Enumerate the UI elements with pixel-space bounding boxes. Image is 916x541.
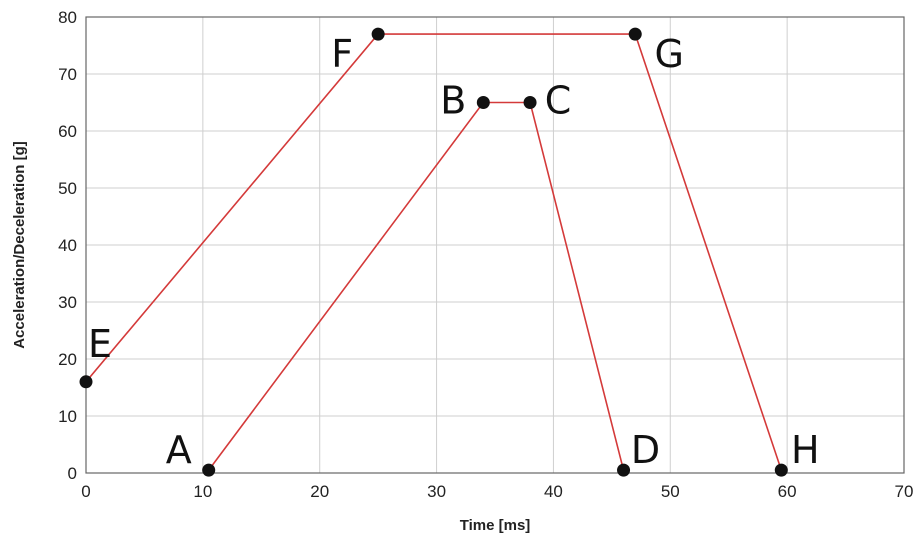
- plot-frame: [85, 16, 905, 474]
- grid: [86, 17, 904, 473]
- point-label-b: B: [440, 79, 466, 123]
- point-label-d: D: [631, 428, 660, 472]
- point-label-h: H: [791, 428, 820, 472]
- data-points: A B C D E F G H: [79, 27, 820, 477]
- x-tick-label: 20: [310, 482, 329, 501]
- point-label-a: A: [166, 428, 192, 472]
- x-tick-label: 70: [895, 482, 914, 501]
- point-marker-b: [476, 96, 490, 109]
- series-line-2: [85, 33, 783, 471]
- x-tick-label: 10: [193, 482, 212, 501]
- point-label-g: G: [655, 32, 684, 76]
- y-tick-label: 80: [58, 8, 77, 27]
- x-tick-label: 60: [778, 482, 797, 501]
- y-tick-label: 10: [58, 407, 77, 426]
- point-label-e: E: [88, 322, 112, 366]
- point-marker-h: [774, 463, 788, 477]
- point-marker-a: [202, 463, 216, 477]
- point-marker-f: [371, 27, 385, 41]
- series-lines: [85, 33, 783, 471]
- y-tick-label: 20: [58, 350, 77, 369]
- point-marker-e: [79, 375, 93, 389]
- x-tick-label: 0: [81, 482, 90, 501]
- y-tick-label: 30: [58, 293, 77, 312]
- point-marker-c: [523, 96, 537, 109]
- x-tick-label: 40: [544, 482, 563, 501]
- x-tick-label: 50: [661, 482, 680, 501]
- point-marker-g: [628, 27, 642, 41]
- y-tick-label: 0: [68, 464, 77, 483]
- x-axis-label: Time [ms]: [460, 517, 531, 534]
- series-line-1: [208, 101, 625, 471]
- y-tick-label: 70: [58, 65, 77, 84]
- point-marker-d: [617, 463, 631, 477]
- point-label-c: C: [545, 79, 572, 123]
- x-tick-label: 30: [427, 482, 446, 501]
- y-tick-label: 50: [58, 179, 77, 198]
- point-label-f: F: [331, 32, 353, 76]
- y-tick-label: 60: [58, 122, 77, 141]
- y-axis-ticks: 0 10 20 30 40 50 60 70 80: [58, 8, 77, 483]
- y-axis-label: Acceleration/Deceleration [g]: [11, 141, 28, 349]
- y-tick-label: 40: [58, 236, 77, 255]
- x-axis-ticks: 0 10 20 30 40 50 60 70: [81, 482, 913, 501]
